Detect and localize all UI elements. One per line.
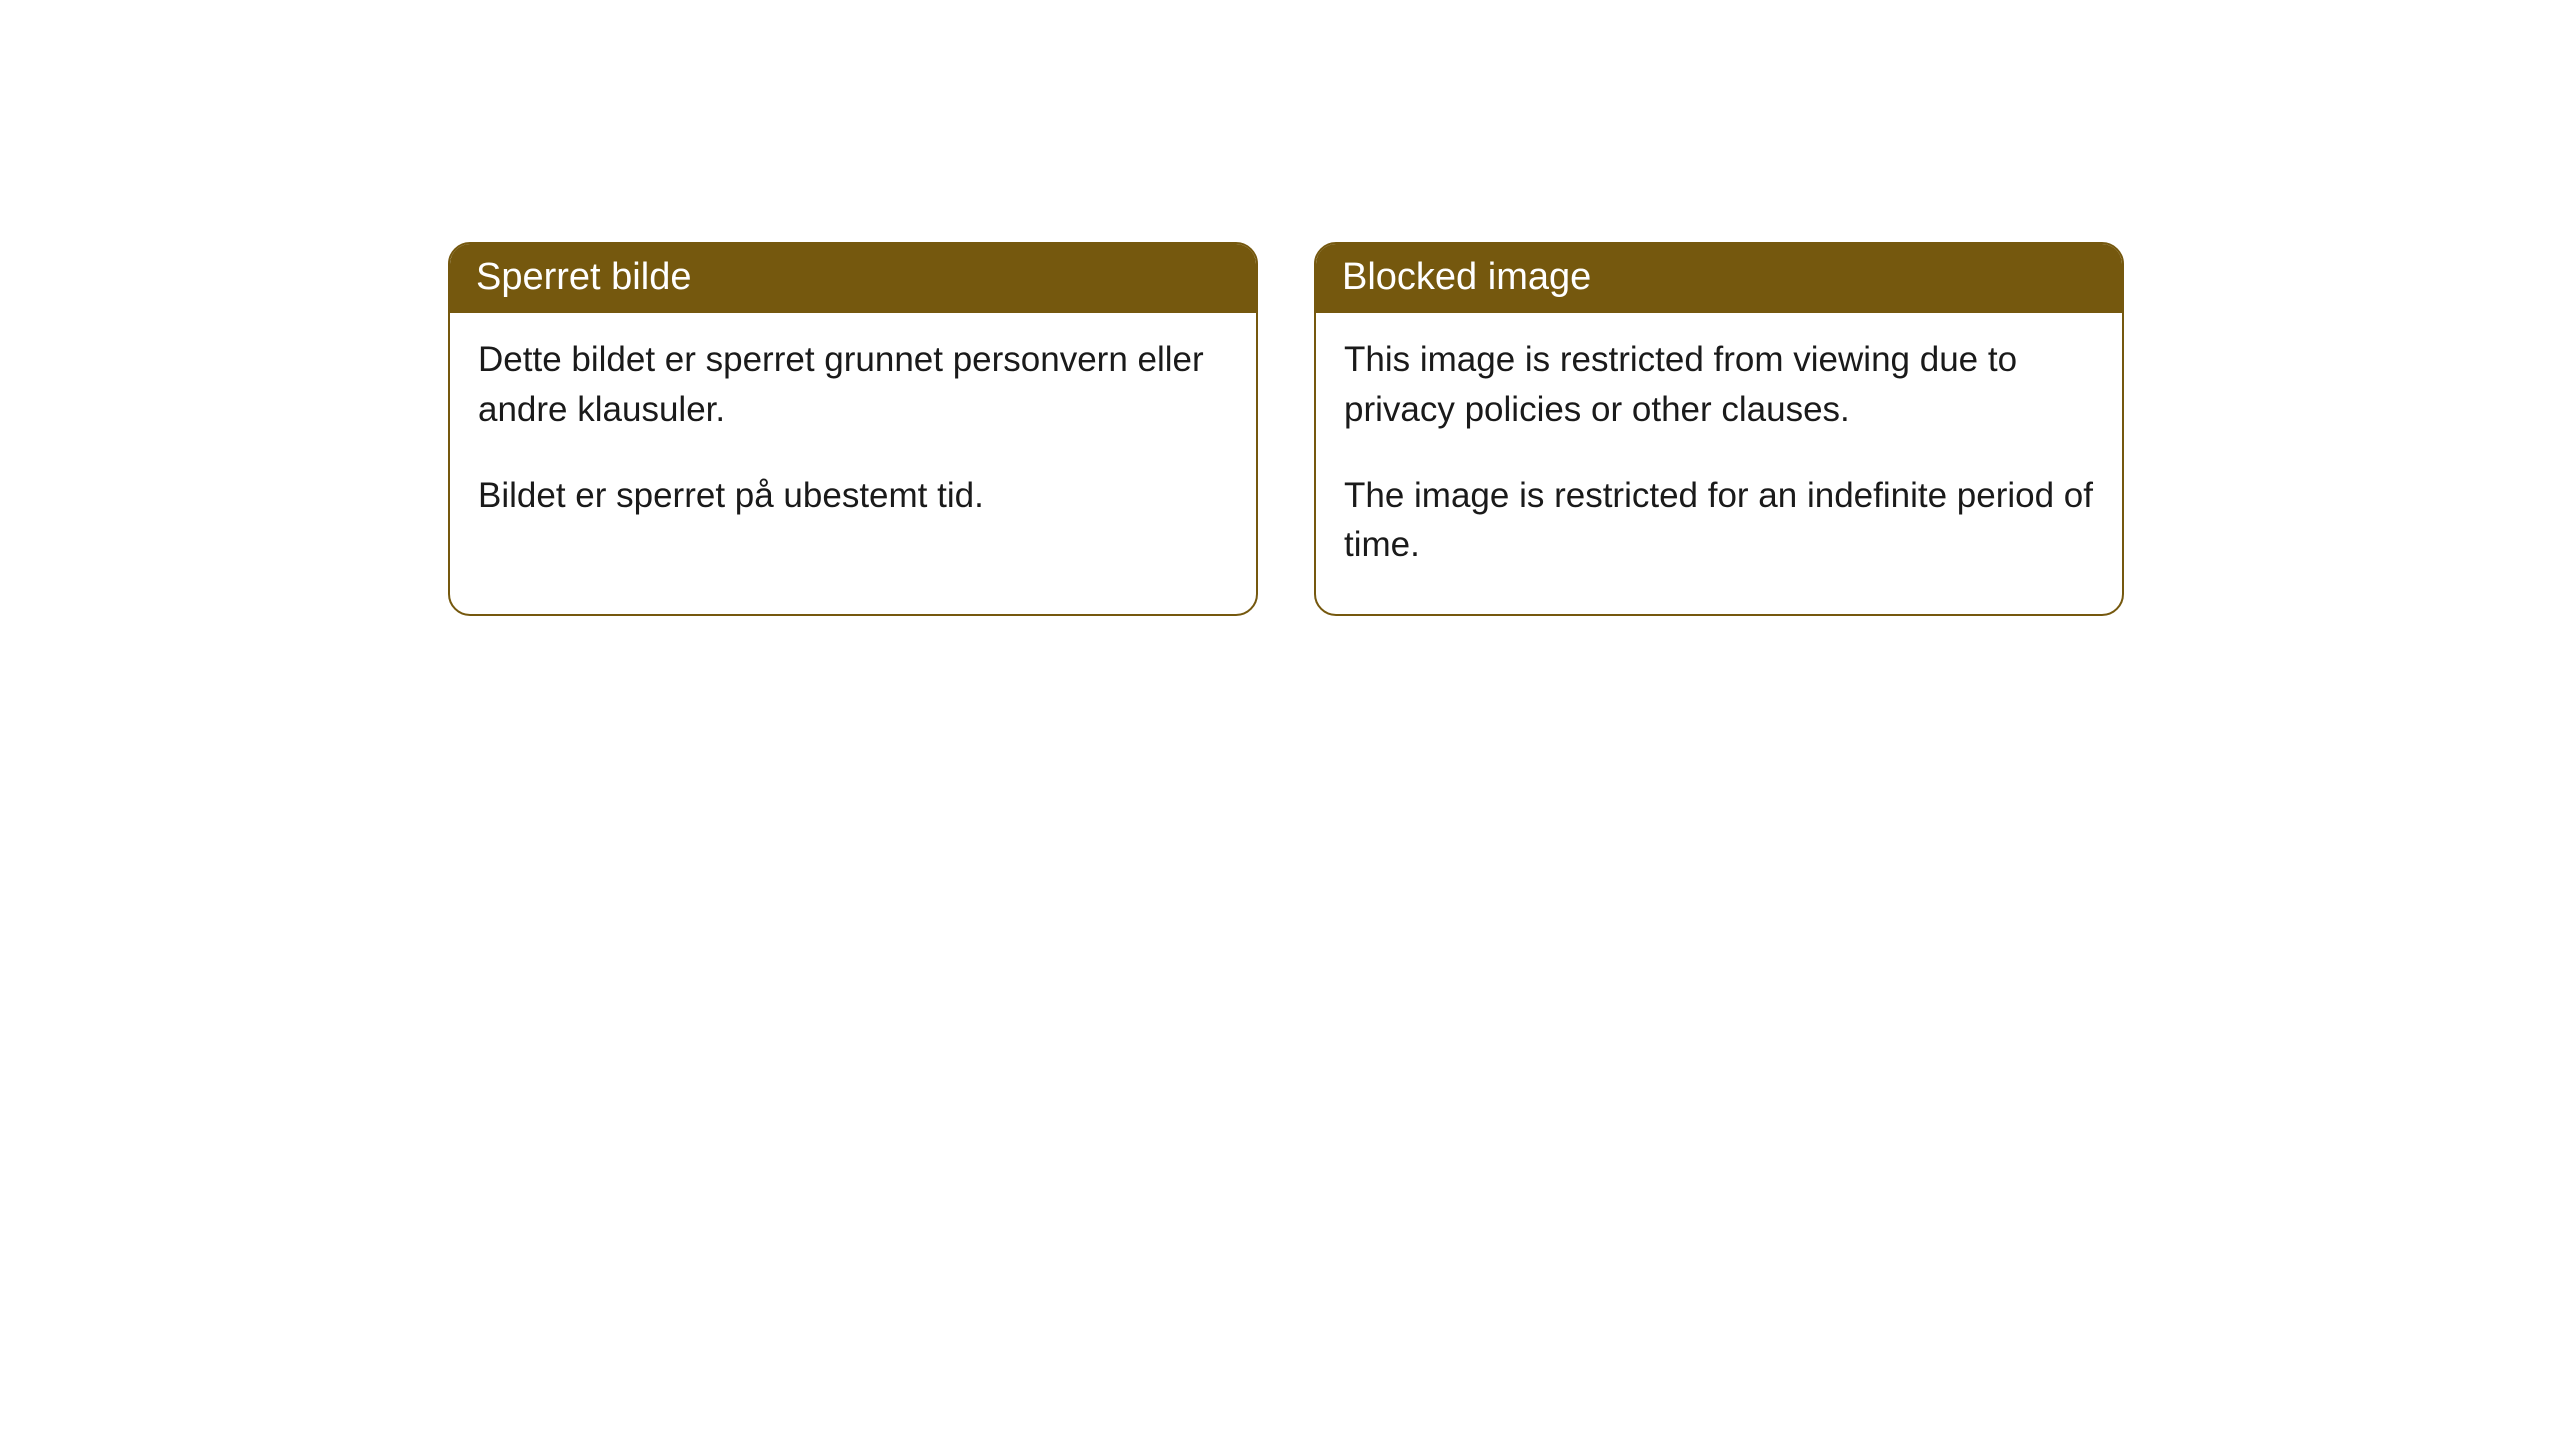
notice-paragraph: Bildet er sperret på ubestemt tid. <box>478 471 1228 521</box>
notice-title: Blocked image <box>1342 256 1591 298</box>
notice-paragraph: Dette bildet er sperret grunnet personve… <box>478 335 1228 434</box>
notice-card-norwegian: Sperret bilde Dette bildet er sperret gr… <box>448 242 1258 616</box>
notice-body: Dette bildet er sperret grunnet personve… <box>450 313 1256 564</box>
notice-container: Sperret bilde Dette bildet er sperret gr… <box>448 242 2124 616</box>
notice-header: Blocked image <box>1316 244 2122 313</box>
notice-title: Sperret bilde <box>476 256 691 298</box>
notice-body: This image is restricted from viewing du… <box>1316 313 2122 614</box>
notice-card-english: Blocked image This image is restricted f… <box>1314 242 2124 616</box>
notice-header: Sperret bilde <box>450 244 1256 313</box>
notice-paragraph: The image is restricted for an indefinit… <box>1344 471 2094 570</box>
notice-paragraph: This image is restricted from viewing du… <box>1344 335 2094 434</box>
